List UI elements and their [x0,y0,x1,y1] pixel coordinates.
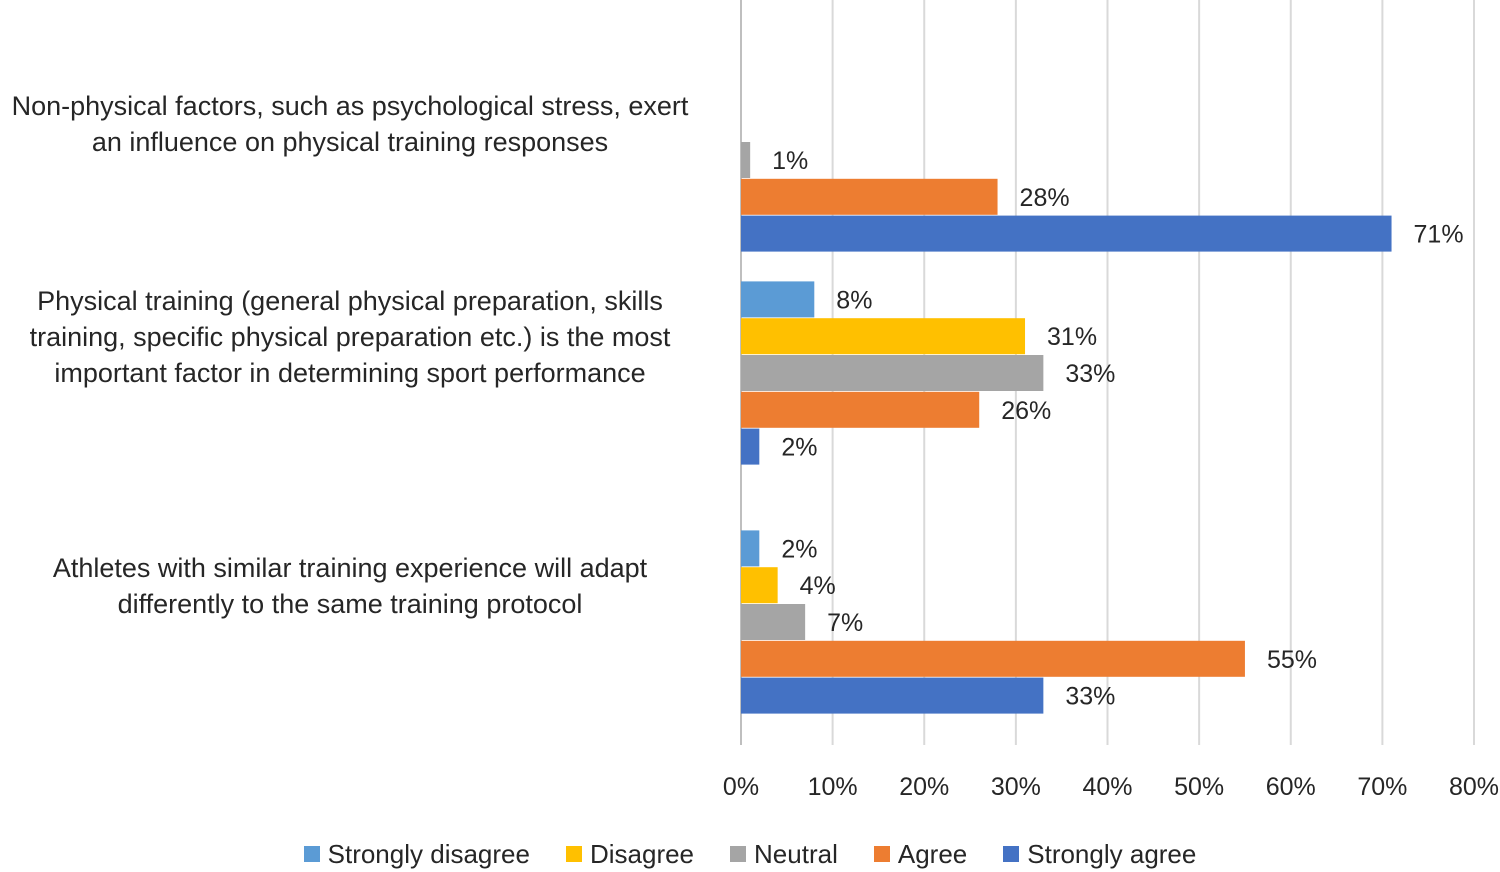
bar [741,530,760,567]
x-tick-label: 70% [1357,773,1407,801]
category-label-line: important factor in determining sport pe… [54,358,646,388]
bars [741,142,1392,714]
x-tick-label: 50% [1174,773,1224,801]
bar [741,142,751,178]
category-label-line: Non-physical factors, such as psychologi… [11,91,689,121]
legend-item: Agree [873,838,968,870]
bar-data-label: 8% [836,286,872,314]
legend: Strongly disagree Disagree Neutral Agree Str… [0,836,1500,872]
bar-data-label: 7% [827,609,863,637]
bar [741,640,1245,677]
bar-data-label: 2% [781,535,817,563]
x-tick-label: 80% [1449,773,1499,801]
bar-labels: 1% 28% 71% 8% 31% 33% 26% 2% 2% 4% 7% 55% 33% [772,147,1463,711]
legend-label: Strongly agree [1027,838,1197,869]
bar [741,178,998,215]
x-tick-label: 0% [723,773,759,801]
category-label-line: Physical training (general physical prep… [37,286,663,316]
legend-label: Disagree [589,838,695,869]
x-tick-label: 10% [808,773,858,801]
category-label-line: Athletes with similar training experienc… [52,553,648,583]
x-tick-label: 60% [1266,773,1316,801]
bar [741,391,980,428]
bar-data-label: 26% [1001,397,1051,425]
bar [741,604,806,640]
bar-data-label: 55% [1267,646,1317,674]
category-label: Physical training (general physical prep… [0,283,710,391]
bar-data-label: 1% [772,147,808,175]
category-label: Athletes with similar training experienc… [0,550,710,622]
bar [741,677,1044,714]
bar [741,318,1026,355]
legend-label: Agree [897,838,968,869]
bar-data-label: 33% [1065,360,1115,388]
legend-label: Neutral [754,838,838,869]
gridlines [740,0,1475,745]
bar [741,567,778,604]
bar-data-label: 71% [1414,221,1464,249]
category-label-line: an influence on physical training respon… [91,127,609,157]
category-label: Non-physical factors, such as psychologi… [0,88,710,160]
legend-swatch [565,846,582,862]
category-label-line: differently to the same training protoco… [117,589,583,619]
x-axis-ticks: 0% 10% 20% 30% 40% 50% 60% 70% 80% [723,773,1499,801]
x-tick-label: 20% [899,773,949,801]
legend-swatch [1003,846,1020,862]
category-label-line: training, specific physical preparation … [29,322,671,352]
legend-label: Strongly disagree [327,838,530,869]
bar [741,428,760,465]
bar-data-label: 28% [1020,184,1070,212]
x-tick-label: 40% [1082,773,1132,801]
legend-swatch [873,846,890,862]
x-tick-label: 30% [991,773,1041,801]
bar [741,281,815,318]
legend-item: Strongly disagree [303,838,530,870]
bar-data-label: 4% [800,572,836,600]
legend-item: Disagree [565,838,695,870]
legend-swatch [730,846,747,862]
bar-data-label: 2% [781,434,817,462]
bar [741,355,1044,391]
bar [741,215,1392,252]
legend-item: Neutral [730,839,838,870]
bar-data-label: 33% [1065,683,1115,711]
bar-data-label: 31% [1047,323,1097,351]
legend-swatch [303,846,320,862]
legend-item: Strongly agree [1003,839,1196,870]
